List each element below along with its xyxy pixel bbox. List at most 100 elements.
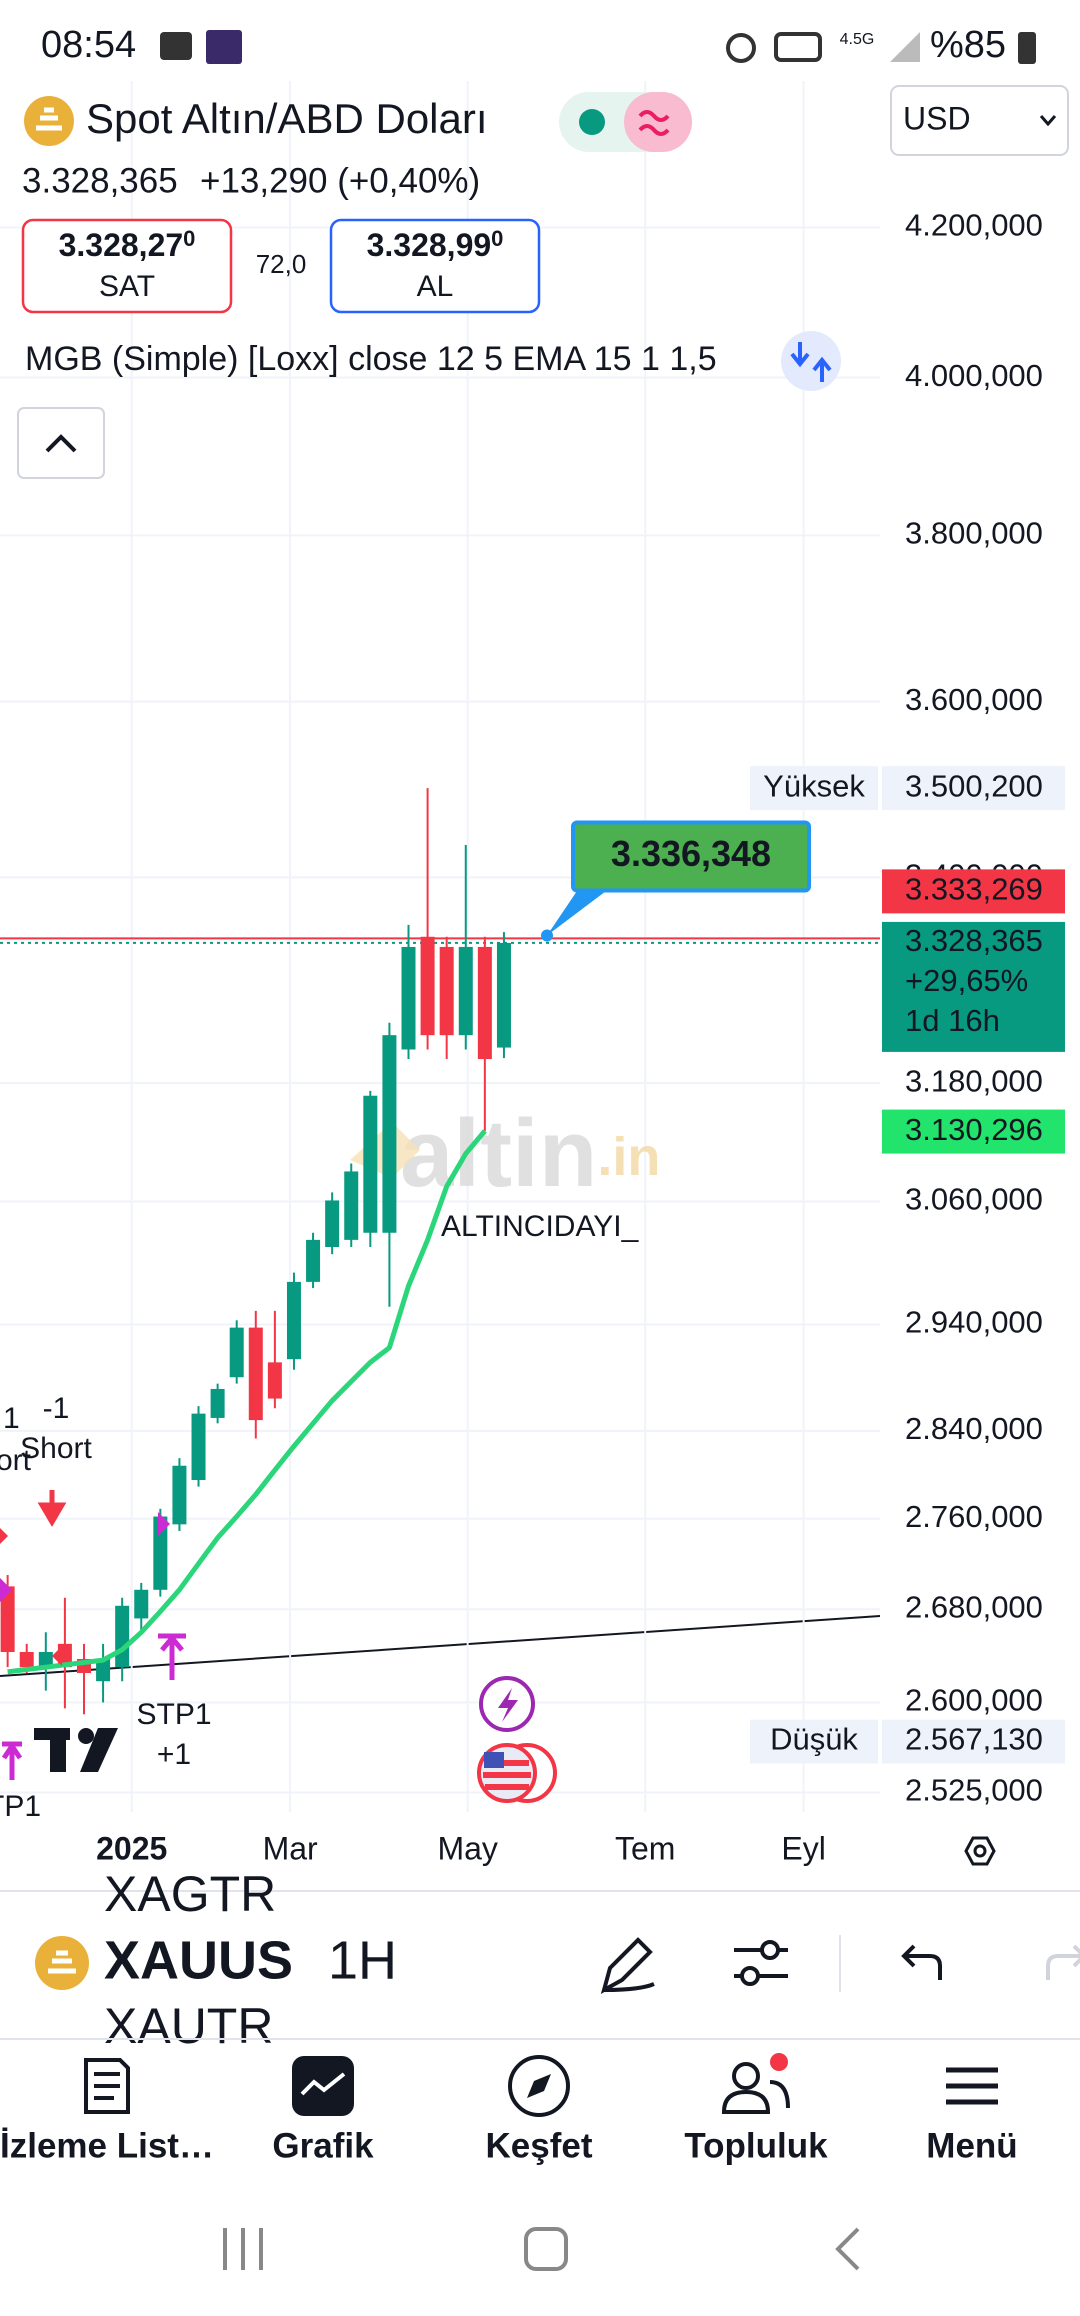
signal-text: TP1 <box>0 1790 41 1823</box>
nav-explore[interactable]: Keşfet <box>486 2055 593 2165</box>
nav-icon <box>721 2089 771 2114</box>
candle-body <box>153 1516 168 1590</box>
buy-button[interactable] <box>329 218 541 314</box>
collapse-button[interactable] <box>17 407 105 479</box>
candle-body <box>19 1651 34 1668</box>
marker-label: Yüksek <box>763 768 865 803</box>
bottom-nav: İzleme List… Grafik Keşfet Topluluk Menü <box>0 2053 1018 2165</box>
candle-body <box>458 946 473 1036</box>
sell-price: 3.328,270 <box>59 226 196 264</box>
signal-triangle <box>158 1512 170 1536</box>
marker-label: Düşük <box>770 1722 858 1757</box>
last-price: 3.328,365 <box>22 161 178 200</box>
watermark: altin.in <box>400 1100 660 1207</box>
candle-body <box>0 1586 15 1652</box>
ema-line <box>7 1129 487 1675</box>
spread: 72,0 <box>256 249 307 279</box>
delayed-icon <box>638 110 670 136</box>
nav-icon <box>84 2058 130 2114</box>
nav-menu[interactable]: Menü <box>926 2067 1018 2165</box>
draw-tool[interactable] <box>600 1937 655 1995</box>
toolbar-interval[interactable]: 1H <box>328 1930 397 1990</box>
nav-icon <box>508 2055 570 2117</box>
x-tick-label: May <box>437 1830 497 1866</box>
nav-chart[interactable]: Grafik <box>272 2056 374 2165</box>
status-network: 4.5G <box>840 31 875 48</box>
nav-label: Grafik <box>272 2126 374 2165</box>
indicator-legend[interactable]: MGB (Simple) [Loxx] close 12 5 EMA 15 1 … <box>25 340 717 378</box>
undo[interactable] <box>901 1944 942 1980</box>
short-arrow <box>37 1490 67 1527</box>
dropdown-caret <box>1039 115 1057 127</box>
y-tick-label: 3.600,000 <box>905 682 1043 717</box>
currency-select[interactable] <box>890 85 1069 156</box>
sell-label: SAT <box>99 270 155 303</box>
candle-body <box>96 1658 111 1682</box>
toolbar-symbol[interactable]: XAUUS <box>104 1930 293 1990</box>
y-tick-label: 2.840,000 <box>905 1411 1043 1446</box>
axis-settings[interactable] <box>964 1836 996 1866</box>
status-icon <box>160 32 192 60</box>
countdown-label: 1d 16h <box>905 1003 1000 1038</box>
y-tick-label: 3.060,000 <box>905 1182 1043 1217</box>
sell-button[interactable] <box>21 218 233 314</box>
nav-icon <box>300 2072 346 2096</box>
stp-arrow <box>1 1741 23 1780</box>
candle-body <box>286 1281 301 1360</box>
price-change: +13,290 (+0,40%) <box>200 161 480 200</box>
y-tick-label: 4.000,000 <box>905 358 1043 393</box>
last-price-label: 3.333,269 <box>905 872 1043 907</box>
currency-label: USD <box>903 100 971 136</box>
nav-icon <box>946 2067 998 2105</box>
status-icon <box>206 30 242 64</box>
symbol-icon <box>24 96 74 146</box>
candle-body <box>477 946 492 1060</box>
toolbar: XAGTR XAUTR XAUUS 1H <box>0 1866 1080 2054</box>
marker-value: 2.567,130 <box>905 1722 1043 1757</box>
stp-arrow <box>158 1633 186 1680</box>
marker-value: 3.500,200 <box>905 768 1043 803</box>
current-price-box <box>882 921 1065 1052</box>
buy-price-sup: 0 <box>491 226 503 251</box>
y-tick-label: 4.200,000 <box>905 208 1043 243</box>
signal-triangle <box>0 1578 12 1602</box>
signal-text: -1 <box>43 1392 70 1425</box>
buy-price-main: 3.328,99 <box>367 227 492 263</box>
last-price-box <box>882 869 1065 914</box>
symbol-icon <box>48 1950 76 1974</box>
candle-body <box>363 1095 378 1233</box>
indicator-button[interactable] <box>781 331 841 391</box>
callout-anchor <box>541 929 553 942</box>
marker-label-box <box>750 1719 878 1764</box>
sell-price-sup: 0 <box>183 226 195 251</box>
recent-apps[interactable] <box>223 2228 263 2270</box>
buy-label: AL <box>417 270 454 303</box>
nav-watchlist[interactable]: İzleme List… <box>0 2058 214 2165</box>
status-battery: %85 <box>930 24 1006 66</box>
nav-label: Menü <box>926 2126 1017 2165</box>
chart-overlay: 1 ort -1 Short STP1 +1 TP1 Yüksek 3.500,2… <box>0 766 1065 1866</box>
nav-label: Topluluk <box>684 2126 828 2165</box>
x-tick-label: Eyl <box>781 1830 825 1866</box>
back-button[interactable] <box>835 2227 860 2271</box>
sell-price-main: 3.328,27 <box>59 227 184 263</box>
home-button[interactable] <box>524 2227 568 2271</box>
candle-body <box>229 1327 244 1378</box>
redo[interactable] <box>1046 1944 1080 1980</box>
symbol-name[interactable]: Spot Altın/ABD Doları <box>86 95 488 142</box>
watermark-suffix: .in <box>597 1127 660 1187</box>
nav-icon <box>292 2056 354 2116</box>
candle-body <box>248 1327 263 1421</box>
candle-body <box>267 1362 282 1399</box>
current-price-label: 3.328,365 <box>905 923 1043 958</box>
x-tick-label: Tem <box>615 1830 675 1866</box>
market-open-dot <box>579 109 605 135</box>
event-icon <box>498 1688 518 1722</box>
flag-canton <box>484 1752 504 1768</box>
candle-body <box>210 1388 225 1418</box>
nav-icon <box>527 2074 551 2098</box>
nav-community[interactable]: Topluluk <box>684 2053 828 2165</box>
candle-body <box>38 1651 53 1668</box>
